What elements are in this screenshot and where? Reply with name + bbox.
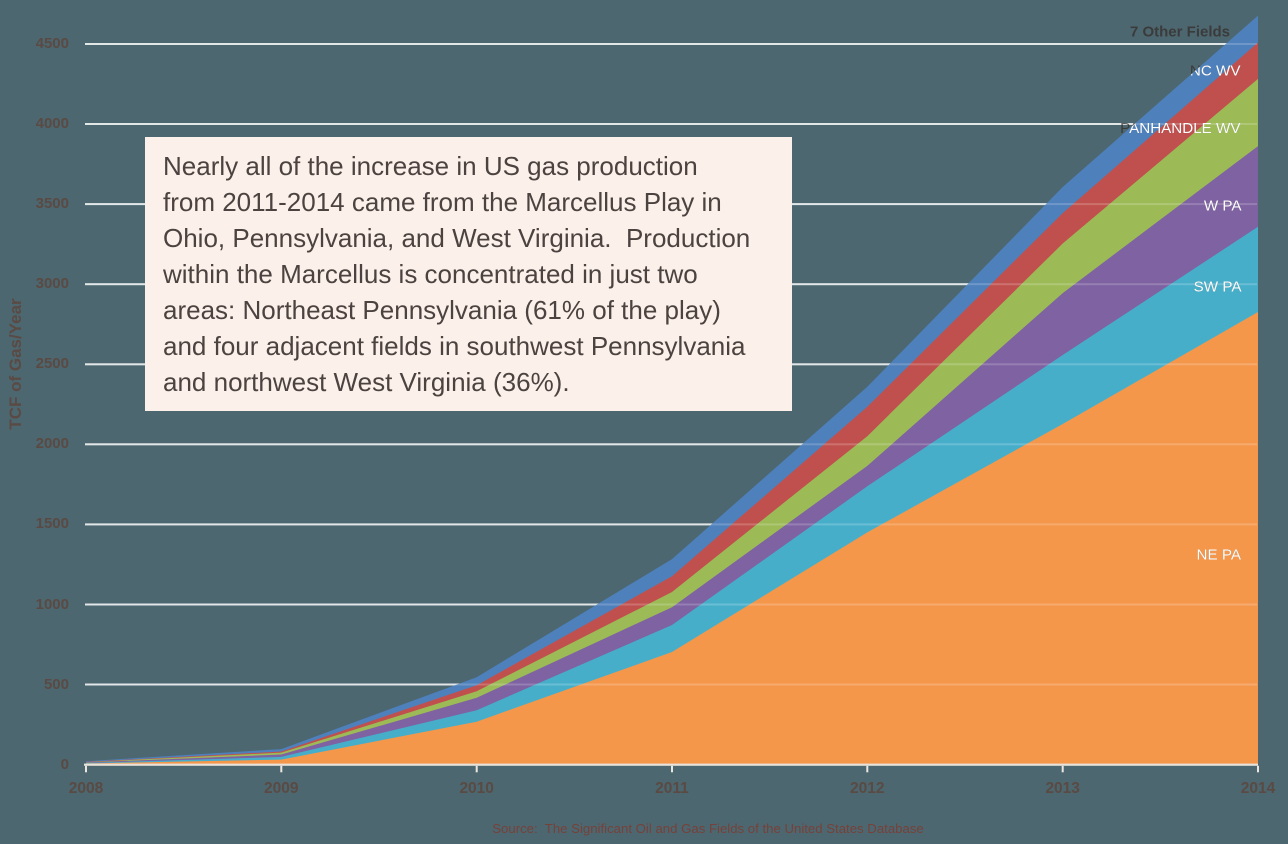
svg-text:NE PA: NE PA: [1197, 547, 1242, 564]
svg-text:PANHANDLE WV: PANHANDLE WV: [1120, 120, 1241, 137]
svg-text:7 Other Fields: 7 Other Fields: [1130, 24, 1230, 41]
svg-text:SW PA: SW PA: [1194, 279, 1243, 296]
svg-text:W PA: W PA: [1204, 198, 1243, 215]
svg-text:PANHANDLE WV: PANHANDLE WV: [1120, 120, 1241, 137]
svg-text:NC WV: NC WV: [1190, 63, 1241, 80]
svg-text:W PA: W PA: [1204, 198, 1243, 215]
svg-text:NE PA: NE PA: [1197, 547, 1242, 564]
svg-text:NC WV: NC WV: [1190, 63, 1241, 80]
svg-text:SW PA: SW PA: [1194, 279, 1243, 296]
